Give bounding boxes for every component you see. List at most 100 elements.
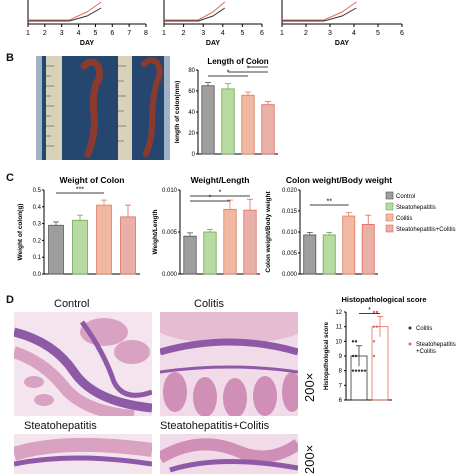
- panel-a-tick-label: 3: [201, 30, 205, 37]
- y-tick-label: 0.015: [282, 209, 298, 215]
- bar-control: [48, 224, 64, 275]
- significance-label: *: [227, 70, 230, 77]
- colon-photo: [36, 56, 170, 160]
- y-tick-label: 40: [188, 110, 195, 116]
- y-tick-label: 12: [335, 310, 342, 316]
- panel-c-letter: C: [6, 172, 14, 184]
- chart-weight-length: Weight/Length 0.000 0.005 0.010 Weight/Lengt…: [152, 175, 260, 278]
- he-image-steatohepatitis: [14, 434, 152, 474]
- significance-label: *: [368, 307, 371, 314]
- panel-a-line-colitis: [28, 1, 102, 21]
- he-image-colitis: [160, 312, 298, 416]
- panel-b-letter: B: [6, 52, 14, 64]
- y-axis-label: Colon weight/Body weight: [265, 191, 272, 273]
- chart-title: Length of Colon: [207, 57, 268, 66]
- panel-a-line-colitis: [164, 1, 226, 21]
- score-point: [351, 354, 355, 358]
- chart-title: Weight/Length: [191, 175, 250, 185]
- y-tick-label: 60: [188, 89, 195, 95]
- bar-control: [303, 234, 317, 275]
- y-tick-label: 0.0: [33, 272, 42, 278]
- panel-a-tick-label: 2: [304, 30, 308, 37]
- panel-a-tick-label: 6: [400, 30, 404, 37]
- y-tick-label: 80: [188, 68, 195, 74]
- he-label-control: Control: [54, 298, 90, 310]
- y-tick-label: 11: [336, 325, 343, 331]
- bar-steatohepatitis: [221, 88, 235, 155]
- y-tick-label: 0.020: [282, 188, 298, 194]
- y-tick-label: 0.010: [282, 230, 298, 236]
- panel-a-tick-label: 2: [182, 30, 186, 37]
- chart-length-of-colon: Length of Colon 0 20 40 60 80 length of colon(…: [174, 57, 278, 158]
- y-tick-label: 0.010: [162, 188, 178, 194]
- panel-a-tick-label: 5: [93, 30, 97, 37]
- y-tick-label: 9: [339, 354, 343, 360]
- bar-steatohepatitis: [203, 231, 217, 275]
- y-tick-label: 0.000: [282, 272, 298, 278]
- legend-swatch: [385, 202, 394, 211]
- y-axis-label: Weight/Length: [152, 209, 159, 254]
- panel-a-tick-label: 4: [352, 30, 356, 37]
- bar-steatohepatitis-colitis: [261, 104, 275, 155]
- legend-label: Steatohepatitis+Colitis: [396, 227, 456, 233]
- panel-a-tick-label: 4: [77, 30, 81, 37]
- score-point: [372, 354, 376, 358]
- bar-steatohepatitis-colitis: [120, 216, 136, 275]
- bar-control: [201, 85, 215, 155]
- legend-label: Control: [396, 194, 415, 200]
- score-point: [375, 325, 379, 328]
- y-tick-label: 6: [339, 398, 343, 404]
- y-tick-label: 20: [188, 131, 195, 137]
- y-tick-label: 10: [335, 339, 342, 345]
- panel-a-xlabel: DAY: [206, 40, 220, 47]
- score-point: [363, 369, 367, 372]
- score-point: [372, 310, 376, 314]
- score-point: [354, 369, 358, 372]
- chart-title: Colon weight/Body weight: [286, 175, 392, 185]
- legend-label: Colitis: [396, 216, 412, 222]
- score-point: [372, 325, 376, 328]
- significance-label: ***: [76, 187, 84, 194]
- y-tick-label: 8: [339, 369, 343, 375]
- legend-label: Steatohepatitis: [396, 205, 436, 211]
- legend-swatch: [385, 224, 394, 233]
- he-image-control: [14, 312, 152, 416]
- panel-a-tick-label: 5: [376, 30, 380, 37]
- he-label-colitis: Colitis: [194, 298, 224, 310]
- score-point: [354, 340, 358, 343]
- significance-label: *: [247, 66, 250, 73]
- he-image-steatohepatitis-colitis: [160, 434, 298, 474]
- score-point: [354, 354, 358, 358]
- bar-colitis: [223, 208, 237, 275]
- significance-label: *: [219, 190, 222, 197]
- panel-a-tick-label: 3: [60, 30, 64, 37]
- panel-a-tick-label: 1: [26, 30, 30, 37]
- bar-steatohepatitis: [72, 219, 88, 275]
- panel-a-tick-label: 3: [328, 30, 332, 37]
- panel-a-xlabel: DAY: [335, 40, 349, 47]
- panel-a-line-control: [28, 7, 102, 22]
- bar-colitis: [241, 94, 255, 155]
- score-point: [360, 369, 364, 372]
- legend-marker: [408, 342, 412, 346]
- chart-weight-of-colon: Weight of Colon 0.0 0.1 0.2 0.3 0.4 0.5 Weight …: [17, 175, 140, 278]
- chart-title: Histopathological score: [341, 295, 426, 304]
- panel-a-tick-label: 6: [260, 30, 264, 37]
- panel-a-charts: 1 2 3 4 5 6 7 8 DAY 1 2 3 4 5 6 DAY 1 2 3 4 5 6 DAY: [26, 0, 404, 47]
- y-tick-label: 0.3: [33, 222, 42, 228]
- y-tick-label: 0: [192, 152, 196, 158]
- panel-a-xlabel: DAY: [80, 40, 94, 47]
- he-label-steatohepatitis-colitis: Steatohepatitis+Colitis: [160, 420, 270, 432]
- y-tick-label: 0.005: [282, 251, 298, 257]
- legend-label: Steatohepatitis+Colitis: [416, 342, 456, 355]
- panel-a-tick-label: 2: [43, 30, 47, 37]
- magnification-label-2: 200×: [302, 444, 317, 474]
- bar-steatohepatitis: [322, 234, 336, 275]
- chart-histopathological-score: Histopathological score 6 7 8 9 10 11 12 Histopa…: [324, 295, 456, 404]
- bar-steatohepatitis-colitis: [243, 209, 257, 275]
- bar-steatohepatitis-colitis: [361, 224, 375, 275]
- score-point: [351, 369, 355, 372]
- y-tick-label: 0.1: [33, 255, 42, 261]
- y-tick-label: 0.005: [162, 230, 178, 236]
- significance-label: **: [327, 199, 333, 206]
